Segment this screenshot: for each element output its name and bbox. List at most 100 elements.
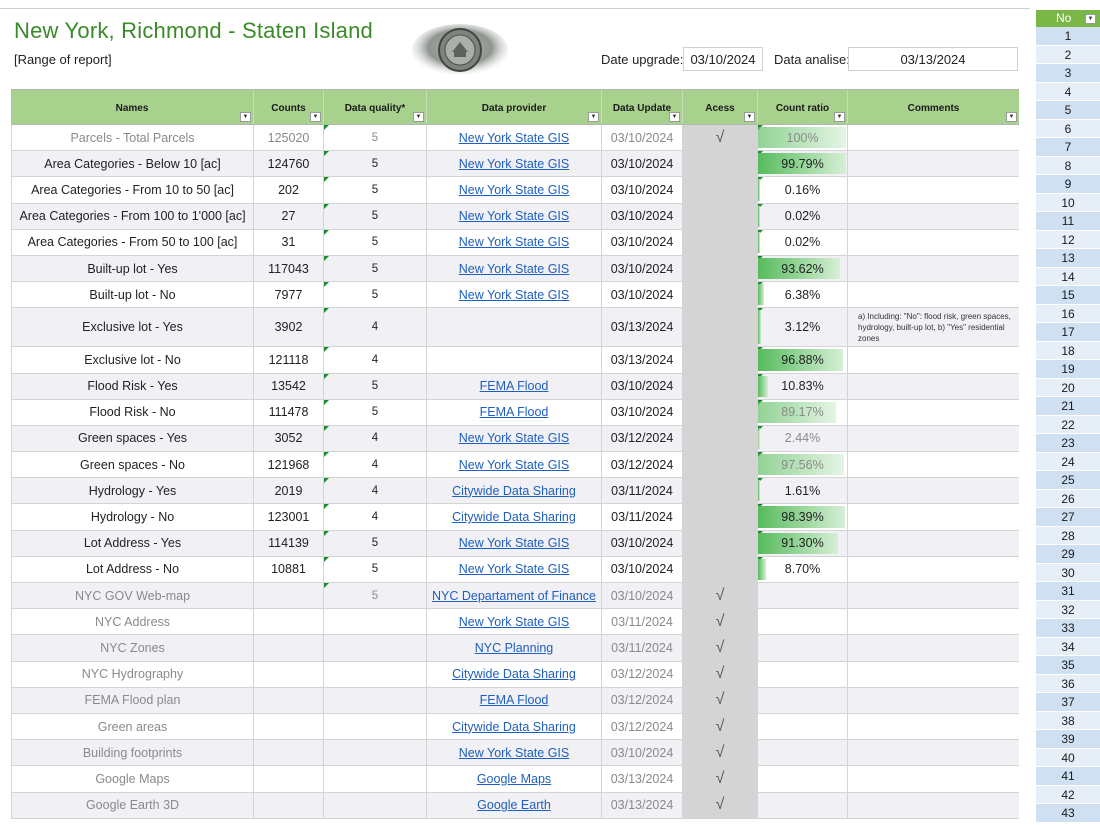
table-row: Green spaces - Yes 3052 4 New York State GI… bbox=[11, 425, 1019, 453]
no-list-item[interactable]: 25 bbox=[1036, 471, 1100, 490]
provider-link[interactable]: New York State GIS bbox=[458, 261, 570, 276]
provider-link[interactable]: NYC Planning bbox=[474, 640, 554, 655]
no-list-item[interactable]: 41 bbox=[1036, 767, 1100, 786]
no-list-item[interactable]: 8 bbox=[1036, 156, 1100, 175]
filter-dropdown-icon[interactable]: ▼ bbox=[1006, 112, 1017, 122]
no-list-item[interactable]: 18 bbox=[1036, 341, 1100, 360]
provider-link[interactable]: FEMA Flood bbox=[479, 405, 549, 420]
date-upgrade-label: Date upgrade: bbox=[601, 52, 684, 67]
cell-count bbox=[254, 635, 324, 661]
provider-link[interactable]: New York State GIS bbox=[458, 130, 570, 145]
cell-update: 03/10/2024 bbox=[602, 373, 683, 399]
row-quality: 5 bbox=[371, 589, 379, 602]
provider-link[interactable]: New York State GIS bbox=[458, 209, 570, 224]
provider-link[interactable]: New York State GIS bbox=[458, 235, 570, 250]
no-list-item[interactable]: 33 bbox=[1036, 619, 1100, 638]
provider-link[interactable]: NYC Departament of Finance bbox=[432, 588, 596, 603]
provider-link[interactable]: New York State GIS bbox=[458, 614, 570, 629]
provider-link[interactable]: New York State GIS bbox=[458, 431, 570, 446]
provider-link[interactable]: Google Maps bbox=[476, 771, 552, 786]
cell-provider: New York State GIS bbox=[427, 177, 602, 203]
provider-link[interactable]: New York State GIS bbox=[458, 156, 570, 171]
no-list-item[interactable]: 28 bbox=[1036, 526, 1100, 545]
provider-link[interactable]: Citywide Data Sharing bbox=[452, 719, 576, 734]
no-list-item[interactable]: 27 bbox=[1036, 508, 1100, 527]
provider-link[interactable]: New York State GIS bbox=[458, 536, 570, 551]
cell-comment bbox=[848, 478, 1019, 503]
no-list-item[interactable]: 3 bbox=[1036, 64, 1100, 83]
no-list-item[interactable]: 31 bbox=[1036, 582, 1100, 601]
no-list-item[interactable]: 34 bbox=[1036, 637, 1100, 656]
provider-link[interactable]: New York State GIS bbox=[458, 562, 570, 577]
provider-link[interactable]: FEMA Flood bbox=[479, 379, 549, 394]
filter-dropdown-icon[interactable]: ▼ bbox=[744, 112, 755, 122]
filter-dropdown-icon[interactable]: ▼ bbox=[1085, 14, 1096, 24]
provider-link[interactable]: New York State GIS bbox=[458, 182, 570, 197]
filter-dropdown-icon[interactable]: ▼ bbox=[413, 112, 424, 122]
no-list-item[interactable]: 20 bbox=[1036, 378, 1100, 397]
cell-comment bbox=[848, 557, 1019, 582]
no-list-item[interactable]: 43 bbox=[1036, 804, 1100, 823]
row-ratio: 96.88% bbox=[781, 352, 824, 367]
provider-link[interactable]: Citywide Data Sharing bbox=[452, 667, 576, 682]
table-row: NYC Hydrography Citywide Data Sharing 03/1… bbox=[11, 661, 1019, 688]
filter-dropdown-icon[interactable]: ▼ bbox=[240, 112, 251, 122]
cell-count: 10881 bbox=[254, 556, 324, 582]
provider-link[interactable]: FEMA Flood bbox=[479, 693, 549, 708]
provider-link[interactable]: Citywide Data Sharing bbox=[452, 483, 576, 498]
no-list-item[interactable]: 14 bbox=[1036, 267, 1100, 286]
no-list-item[interactable]: 17 bbox=[1036, 323, 1100, 342]
no-list-item[interactable]: 23 bbox=[1036, 434, 1100, 453]
no-list-item[interactable]: 30 bbox=[1036, 563, 1100, 582]
provider-link[interactable]: Citywide Data Sharing bbox=[452, 510, 576, 525]
cell-update: 03/10/2024 bbox=[602, 125, 683, 151]
no-list-item[interactable]: 2 bbox=[1036, 45, 1100, 64]
data-table: Names ▼ Counts ▼ Data quality* ▼ Data provider… bbox=[11, 89, 1019, 819]
no-list-item[interactable]: 38 bbox=[1036, 711, 1100, 730]
no-list-item[interactable]: 40 bbox=[1036, 748, 1100, 767]
no-list-item[interactable]: 12 bbox=[1036, 230, 1100, 249]
no-list-item[interactable]: 37 bbox=[1036, 693, 1100, 712]
cell-count: 27 bbox=[254, 203, 324, 229]
filter-dropdown-icon[interactable]: ▼ bbox=[310, 112, 321, 122]
provider-link[interactable]: Google Earth bbox=[477, 798, 551, 813]
row-name: Google Maps bbox=[95, 771, 170, 786]
provider-link[interactable]: New York State GIS bbox=[458, 287, 570, 302]
cell-quality: 4 bbox=[324, 504, 427, 530]
provider-link[interactable]: New York State GIS bbox=[458, 745, 570, 760]
no-list-item[interactable]: 35 bbox=[1036, 656, 1100, 675]
cell-count: 2019 bbox=[254, 478, 324, 504]
cell-provider bbox=[427, 347, 602, 373]
provider-link[interactable]: New York State GIS bbox=[458, 457, 570, 472]
no-list-item[interactable]: 36 bbox=[1036, 674, 1100, 693]
row-name: Area Categories - From 100 to 1'000 [ac] bbox=[19, 209, 246, 224]
no-list-item[interactable]: 13 bbox=[1036, 249, 1100, 268]
no-list-item[interactable]: 32 bbox=[1036, 600, 1100, 619]
no-list-item[interactable]: 10 bbox=[1036, 193, 1100, 212]
no-list-item[interactable]: 24 bbox=[1036, 452, 1100, 471]
check-mark-icon: √ bbox=[715, 691, 725, 709]
no-list-item[interactable]: 1 bbox=[1036, 27, 1100, 46]
no-list-item[interactable]: 16 bbox=[1036, 304, 1100, 323]
no-list-item[interactable]: 22 bbox=[1036, 415, 1100, 434]
no-list-item[interactable]: 4 bbox=[1036, 82, 1100, 101]
no-list-item[interactable]: 26 bbox=[1036, 489, 1100, 508]
no-list-item[interactable]: 5 bbox=[1036, 101, 1100, 120]
filter-dropdown-icon[interactable]: ▼ bbox=[834, 112, 845, 122]
no-list-item[interactable]: 11 bbox=[1036, 212, 1100, 231]
no-list-item[interactable]: 15 bbox=[1036, 286, 1100, 305]
filter-dropdown-icon[interactable]: ▼ bbox=[588, 112, 599, 122]
filter-dropdown-icon[interactable]: ▼ bbox=[669, 112, 680, 122]
no-list-item[interactable]: 7 bbox=[1036, 138, 1100, 157]
no-list-item[interactable]: 19 bbox=[1036, 360, 1100, 379]
no-list-item[interactable]: 21 bbox=[1036, 397, 1100, 416]
cell-provider: New York State GIS bbox=[427, 203, 602, 229]
no-list-item[interactable]: 29 bbox=[1036, 545, 1100, 564]
data-analise-field[interactable]: 03/13/2024 bbox=[848, 47, 1018, 71]
no-list-item[interactable]: 9 bbox=[1036, 175, 1100, 194]
no-column-header[interactable]: No ▼ bbox=[1036, 10, 1100, 27]
date-upgrade-field[interactable]: 03/10/2024 bbox=[683, 47, 763, 71]
no-list-item[interactable]: 42 bbox=[1036, 785, 1100, 804]
no-list-item[interactable]: 6 bbox=[1036, 119, 1100, 138]
no-list-item[interactable]: 39 bbox=[1036, 730, 1100, 749]
